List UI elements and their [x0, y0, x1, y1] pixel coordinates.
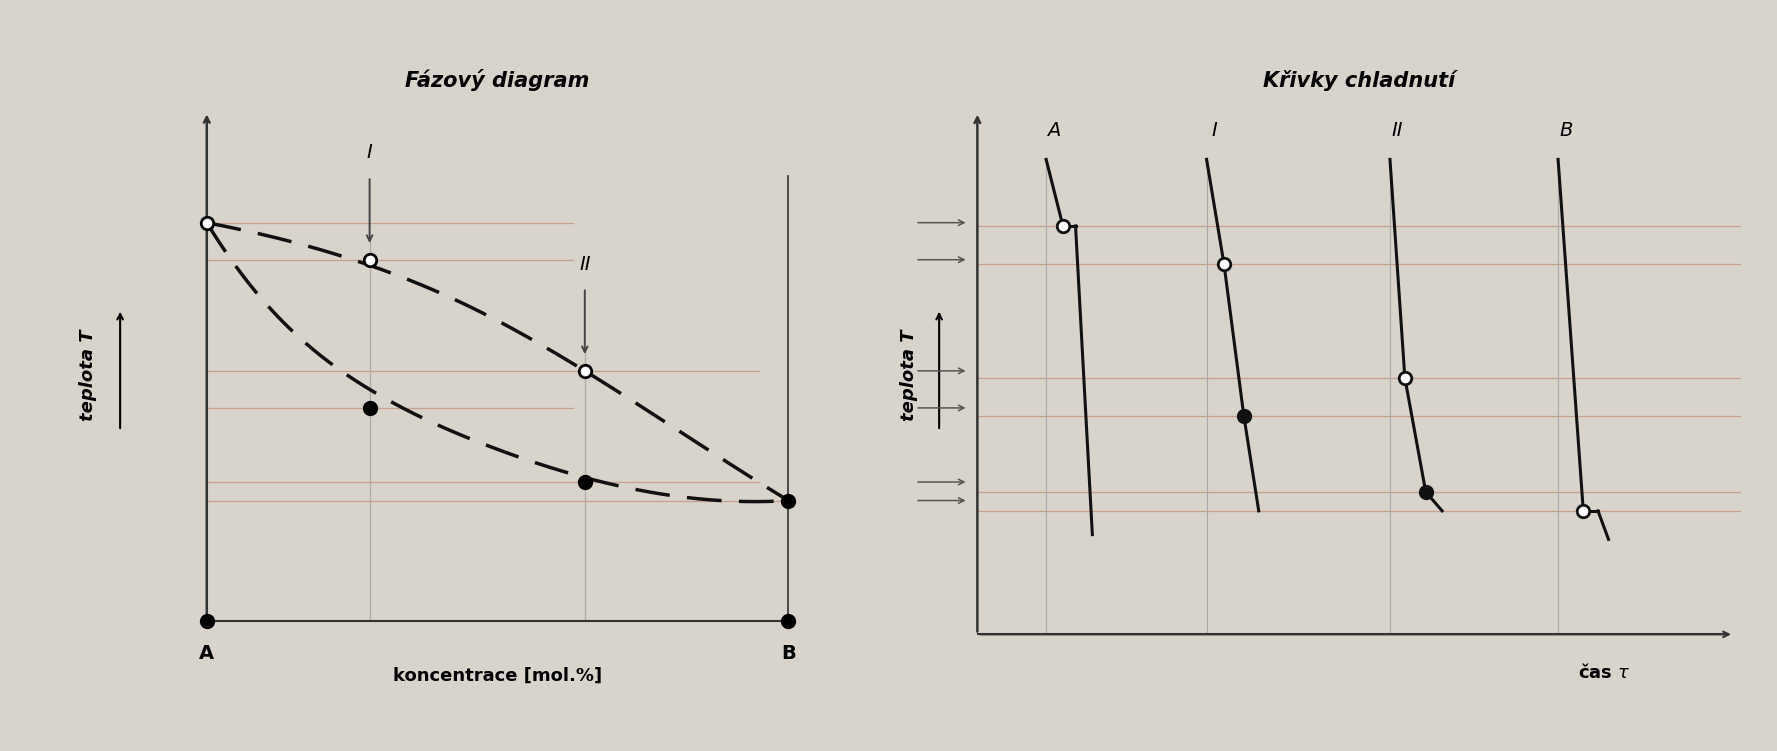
- Text: II: II: [1391, 122, 1404, 140]
- Text: I: I: [1212, 122, 1217, 140]
- Title: Křivky chladnutí: Křivky chladnutí: [1263, 70, 1455, 91]
- Text: B: B: [1558, 122, 1573, 140]
- Text: čas $\tau$: čas $\tau$: [1578, 663, 1630, 682]
- Text: teplota T: teplota T: [80, 330, 98, 421]
- Title: Fázový diagram: Fázový diagram: [405, 68, 590, 91]
- Text: koncentrace [mol.%]: koncentrace [mol.%]: [393, 667, 602, 685]
- Text: II: II: [579, 255, 590, 273]
- Text: teplota T: teplota T: [899, 330, 917, 421]
- Text: B: B: [780, 644, 796, 663]
- Text: A: A: [199, 644, 215, 663]
- Text: I: I: [366, 143, 373, 162]
- Text: A: A: [1047, 122, 1061, 140]
